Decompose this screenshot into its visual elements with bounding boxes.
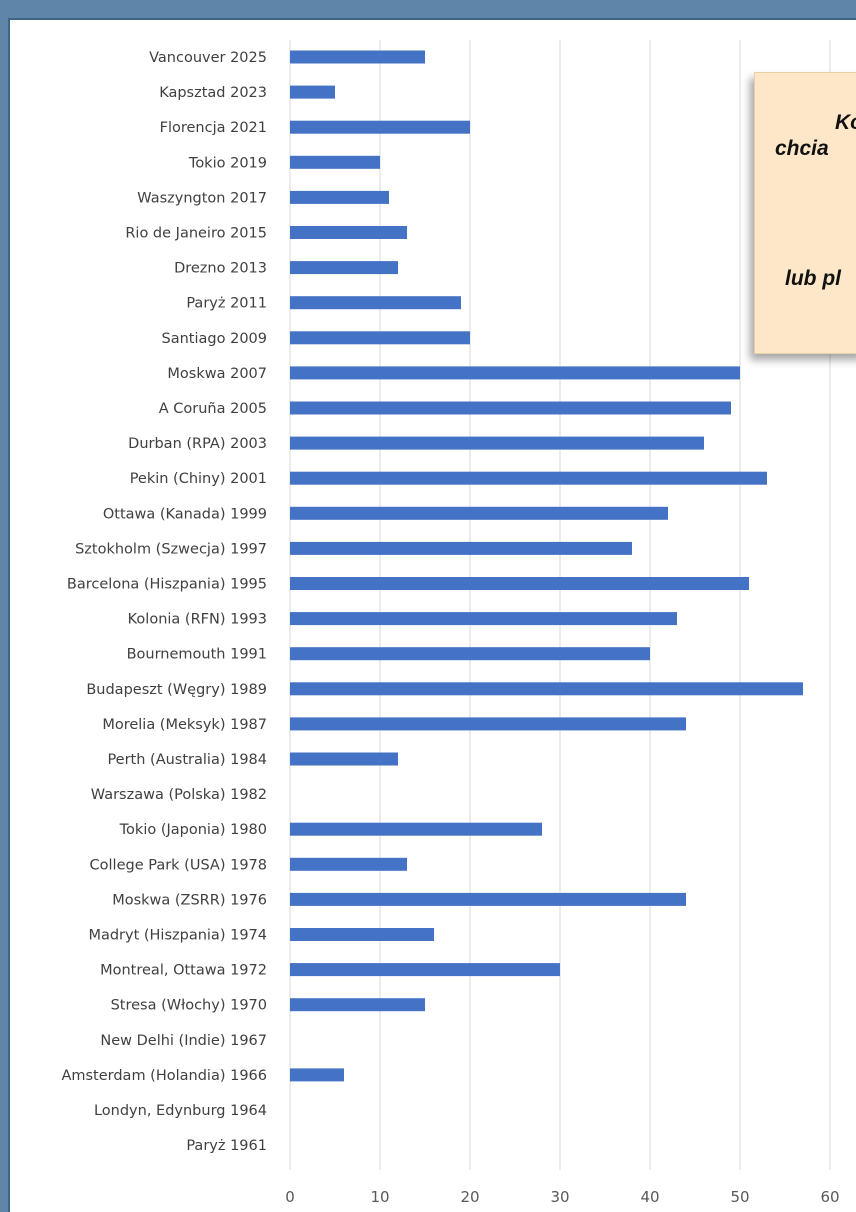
bar xyxy=(290,717,686,731)
bar xyxy=(290,226,407,239)
bar xyxy=(290,436,704,450)
category-label: Florencja 2021 xyxy=(160,120,267,136)
bar xyxy=(290,50,425,64)
x-tick-label: 50 xyxy=(730,1188,749,1206)
category-label: Moskwa 2007 xyxy=(167,366,267,382)
category-label: Morelia (Meksyk) 1987 xyxy=(102,717,267,733)
bar xyxy=(290,857,407,871)
bar xyxy=(290,822,542,836)
category-label: Paryż 2011 xyxy=(186,296,267,312)
bar xyxy=(290,331,470,345)
category-label: Bournemouth 1991 xyxy=(127,647,267,663)
category-label: Vancouver 2025 xyxy=(149,50,267,66)
x-tick-label: 60 xyxy=(820,1188,839,1206)
category-label: Madryt (Hiszpania) 1974 xyxy=(88,928,267,944)
category-label: Montreal, Ottawa 1972 xyxy=(100,963,267,979)
category-label: Londyn, Edynburg 1964 xyxy=(94,1103,267,1119)
category-label: Paryż 1961 xyxy=(186,1138,267,1154)
category-label: Barcelona (Hiszpania) 1995 xyxy=(67,577,267,593)
bar xyxy=(290,577,749,590)
category-label: Waszyngton 2017 xyxy=(137,190,267,206)
x-tick-label: 40 xyxy=(640,1188,659,1206)
note-line: lub pl xyxy=(785,267,841,290)
category-label: Durban (RPA) 2003 xyxy=(128,436,267,452)
category-label: Kapsztad 2023 xyxy=(159,85,267,101)
category-label: Kolonia (RFN) 1993 xyxy=(128,612,267,628)
note-box: Ko chcia lub pl xyxy=(754,72,856,354)
category-label: Stresa (Włochy) 1970 xyxy=(111,998,267,1014)
category-label: Tokio 2019 xyxy=(188,155,267,171)
category-label: Pekin (Chiny) 2001 xyxy=(130,471,267,487)
category-label: Ottawa (Kanada) 1999 xyxy=(103,506,267,522)
bar xyxy=(290,296,461,310)
x-tick-label: 10 xyxy=(370,1188,389,1206)
bar xyxy=(290,892,686,906)
bar xyxy=(290,647,650,661)
bar xyxy=(290,261,398,275)
bar xyxy=(290,963,560,977)
category-label: Perth (Australia) 1984 xyxy=(107,752,267,768)
category-label: Warszawa (Polska) 1982 xyxy=(91,787,267,803)
chart-frame: 0 10 20 30 40 50 60 Vancouver 2025 Kapsztad 2023… xyxy=(8,18,856,1212)
category-label: Moskwa (ZSRR) 1976 xyxy=(112,892,267,908)
bar xyxy=(290,471,767,485)
bar xyxy=(290,1068,344,1082)
category-label: Budapeszt (Węgry) 1989 xyxy=(86,682,267,698)
category-label: Rio de Janeiro 2015 xyxy=(125,226,267,242)
bar xyxy=(290,752,398,766)
category-label: Tokio (Japonia) 1980 xyxy=(119,822,267,838)
bar xyxy=(290,366,740,380)
category-label: A Coruña 2005 xyxy=(159,401,267,417)
x-tick-label: 20 xyxy=(460,1188,479,1206)
category-label: Drezno 2013 xyxy=(174,261,267,277)
bar xyxy=(290,541,632,555)
category-label: Sztokholm (Szwecja) 1997 xyxy=(75,541,267,557)
note-line: chcia xyxy=(775,137,829,160)
bar xyxy=(290,612,677,626)
x-tick-label: 30 xyxy=(550,1188,569,1206)
x-tick-label: 0 xyxy=(285,1188,295,1206)
bar-chart: 0 10 20 30 40 50 60 Vancouver 2025 Kapsztad 2023… xyxy=(61,40,840,1206)
note-line: Ko xyxy=(835,111,856,134)
category-label: Santiago 2009 xyxy=(162,331,267,347)
bar xyxy=(290,85,335,99)
bar xyxy=(290,155,380,169)
bar xyxy=(290,682,803,696)
category-label: New Delhi (Indie) 1967 xyxy=(100,1033,267,1049)
bar xyxy=(290,928,434,941)
category-label: Amsterdam (Holandia) 1966 xyxy=(61,1068,267,1084)
bar xyxy=(290,506,668,520)
bar xyxy=(290,998,425,1012)
bar xyxy=(290,190,389,204)
bar xyxy=(290,401,731,415)
category-label: College Park (USA) 1978 xyxy=(90,857,267,873)
bar xyxy=(290,120,470,134)
